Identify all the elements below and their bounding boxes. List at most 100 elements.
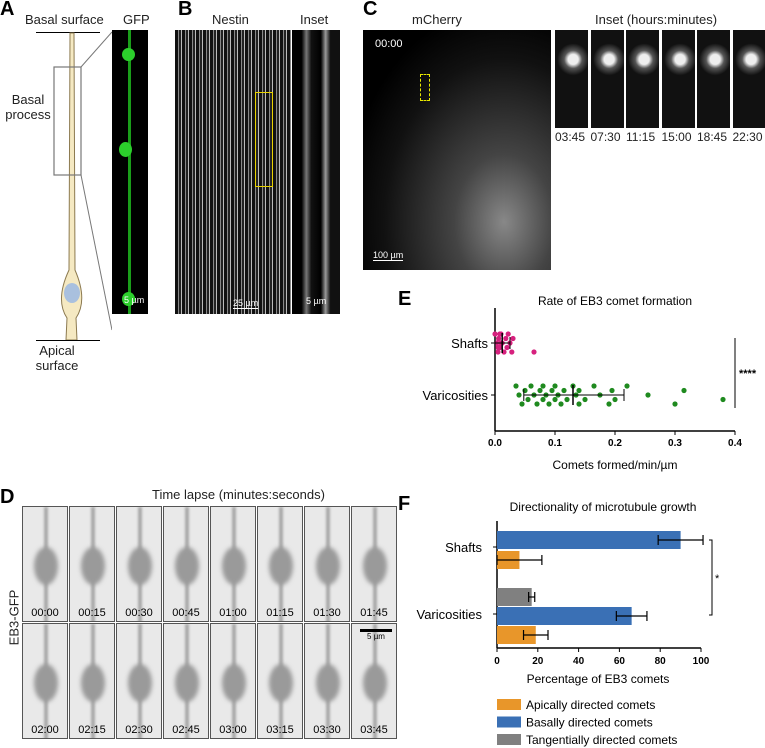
e-data-point xyxy=(505,331,511,337)
f-legend-swatch xyxy=(497,716,521,728)
c-inset-frame xyxy=(555,30,588,128)
e-data-point xyxy=(522,387,528,394)
time-lapse-frame: 03:45 5 µm xyxy=(351,623,397,739)
e-data-point xyxy=(591,383,597,389)
time-lapse-frame: 02:00 xyxy=(22,623,68,739)
gfp-image: 5 µm xyxy=(112,30,148,314)
f-x-tick-label: 100 xyxy=(693,656,710,667)
frame-time: 02:00 xyxy=(31,724,59,736)
c-inset-label: Inset (hours:minutes) xyxy=(595,12,718,27)
cell-diagram xyxy=(53,31,112,340)
frame-time: 03:00 xyxy=(219,724,247,736)
f-x-tick-label: 20 xyxy=(532,656,544,667)
e-data-point xyxy=(519,401,525,407)
e-data-point xyxy=(624,383,630,389)
c-inset-time: 15:00 xyxy=(661,130,692,144)
e-x-tick-label: 0.4 xyxy=(728,438,742,449)
e-category-label: Varicosities xyxy=(422,388,488,403)
e-data-point xyxy=(540,383,546,389)
time-lapse-frame: 01:30 xyxy=(304,506,350,622)
time-lapse-frame: 02:45 xyxy=(163,623,209,739)
f-legend-label: Basally directed comets xyxy=(526,716,653,730)
frame-time: 02:45 xyxy=(172,724,200,736)
f-x-tick-label: 0 xyxy=(494,656,500,667)
f-x-label: Percentage of EB3 comets xyxy=(527,672,670,686)
e-data-point xyxy=(534,401,540,407)
frame-time: 03:30 xyxy=(313,724,341,736)
e-data-point xyxy=(552,383,558,389)
c-inset-frame xyxy=(732,30,765,128)
e-data-point xyxy=(495,349,501,355)
e-significance: **** xyxy=(739,368,757,380)
gfp-scale-label: 5 µm xyxy=(124,295,145,305)
e-x-label: Comets formed/min/µm xyxy=(553,458,678,472)
frame-time: 00:15 xyxy=(78,607,106,619)
c-inset-frame xyxy=(626,30,659,128)
e-data-point xyxy=(495,344,501,351)
f-bar xyxy=(497,588,532,606)
e-data-point xyxy=(492,331,498,337)
e-data-point xyxy=(558,401,564,407)
e-data-point xyxy=(503,335,509,342)
time-lapse-frame: 00:15 xyxy=(69,506,115,622)
mcherry-scale-label: 100 µm xyxy=(373,250,404,261)
f-legend-label: Apically directed comets xyxy=(526,698,655,712)
e-data-point xyxy=(612,396,618,403)
time-lapse-frame: 03:30 xyxy=(304,623,350,739)
c-inset-time: 18:45 xyxy=(697,130,728,144)
time-lapse-frame: 00:00 xyxy=(22,506,68,622)
c-time-label: 00:00 xyxy=(375,38,403,50)
f-legend-swatch xyxy=(497,734,521,745)
e-data-point xyxy=(576,401,582,407)
frame-time: 01:00 xyxy=(219,607,247,619)
c-inset-frame xyxy=(661,30,695,128)
gfp-label: GFP xyxy=(123,12,150,27)
f-category-label: Shafts xyxy=(445,540,482,555)
e-data-point xyxy=(609,387,615,394)
frame-time: 02:30 xyxy=(125,724,153,736)
time-lapse-frame: 01:45 xyxy=(351,506,397,622)
e-title: Rate of EB3 comet formation xyxy=(538,294,692,308)
c-inset-time: 03:45 xyxy=(555,130,586,144)
frame-time: 03:45 xyxy=(360,724,388,736)
e-x-tick-label: 0.1 xyxy=(548,438,562,449)
f-significance: * xyxy=(715,573,720,585)
e-data-point xyxy=(496,335,502,342)
e-x-tick-label: 0.0 xyxy=(488,438,502,449)
f-legend-swatch xyxy=(497,699,521,710)
e-data-point xyxy=(720,396,726,403)
apical-surface-label: Apical surface xyxy=(35,343,79,373)
panel-f-label: F xyxy=(398,493,411,515)
f-bar xyxy=(497,531,681,549)
e-data-point xyxy=(537,387,543,394)
panel-c-label: C xyxy=(363,0,378,20)
nestin-inset-image: 5 µm xyxy=(292,30,340,314)
panel-e-label: E xyxy=(398,288,412,310)
frame-time: 01:30 xyxy=(313,607,341,619)
e-data-point xyxy=(552,396,558,403)
frame-time: 00:45 xyxy=(172,607,200,619)
e-data-point xyxy=(645,392,651,398)
nestin-image: 25 µm xyxy=(175,30,291,314)
basal-process-label: Basal process xyxy=(5,92,51,122)
frame-time: 03:15 xyxy=(266,724,294,736)
time-lapse-frame: 01:00 xyxy=(210,506,256,622)
f-bar xyxy=(497,607,632,625)
time-lapse-frame: 03:15 xyxy=(257,623,303,739)
mcherry-label: mCherry xyxy=(412,12,462,27)
time-lapse-frame: 03:00 xyxy=(210,623,256,739)
panel-d-label: D xyxy=(0,486,15,508)
frame-time: 02:15 xyxy=(78,724,106,736)
frame-time: 01:45 xyxy=(360,607,388,619)
f-legend-label: Tangentially directed comets xyxy=(526,733,677,747)
time-lapse-frame: 00:45 xyxy=(163,506,209,622)
f-bar xyxy=(497,626,536,644)
basal-surface-line xyxy=(36,32,100,33)
panel-a-label: A xyxy=(0,0,15,20)
e-data-point xyxy=(516,392,522,398)
e-data-point xyxy=(528,383,534,389)
e-x-tick-label: 0.2 xyxy=(608,438,622,449)
basal-surface-label: Basal surface xyxy=(25,12,104,27)
nestin-inset-scale-label: 5 µm xyxy=(306,296,327,306)
